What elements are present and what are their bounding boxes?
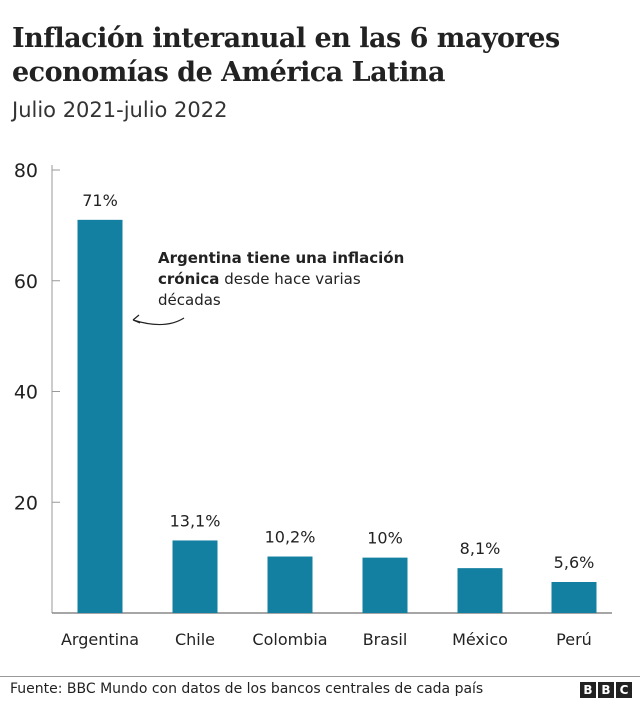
footer-divider bbox=[0, 676, 640, 677]
y-tick-label: 80 bbox=[14, 160, 38, 182]
bar-chile bbox=[172, 540, 218, 613]
x-tick-label: Brasil bbox=[363, 630, 408, 649]
x-tick-label: Chile bbox=[175, 630, 215, 649]
bar-argentina bbox=[77, 219, 123, 613]
source-note: Fuente: BBC Mundo con datos de los banco… bbox=[10, 681, 484, 697]
bar-chart: 20 40 60 80 71% Argentina 13,1% Chile 10,2% Colom… bbox=[14, 160, 612, 649]
bar-perú bbox=[551, 581, 597, 613]
x-tick-label: Perú bbox=[556, 630, 592, 649]
data-label: 8,1% bbox=[460, 539, 501, 558]
bar-brasil bbox=[362, 557, 408, 613]
x-tick-label: México bbox=[452, 630, 508, 649]
bar-méxico bbox=[457, 568, 503, 613]
y-tick-label: 40 bbox=[14, 382, 38, 404]
x-tick-label: Argentina bbox=[61, 630, 139, 649]
data-label: 13,1% bbox=[170, 511, 221, 530]
annotation-line-3: décadas bbox=[158, 291, 221, 309]
annotation-arrow-icon bbox=[132, 314, 185, 326]
data-label: 10% bbox=[367, 529, 403, 548]
chart-subtitle: Julio 2021-julio 2022 bbox=[12, 98, 228, 122]
annotation-bold: crónica bbox=[158, 270, 219, 288]
bbc-logo: B B C bbox=[580, 682, 632, 698]
chart-title: Inflación interanual en las 6 mayores ec… bbox=[12, 23, 560, 88]
data-label: 10,2% bbox=[265, 528, 316, 547]
annotation-line-1: Argentina tiene una inflación bbox=[158, 249, 404, 267]
annotation-rest: desde hace varias bbox=[219, 270, 360, 288]
data-label: 71% bbox=[82, 191, 118, 210]
bar-colombia bbox=[267, 556, 313, 613]
y-tick-label: 60 bbox=[14, 271, 38, 293]
x-tick-label: Colombia bbox=[252, 630, 327, 649]
annotation-line-2: crónica desde hace varias bbox=[158, 270, 361, 288]
y-tick-label: 20 bbox=[14, 492, 38, 514]
logo-letter: C bbox=[616, 682, 632, 698]
data-label: 5,6% bbox=[554, 553, 595, 572]
logo-letter: B bbox=[580, 682, 596, 698]
logo-letter: B bbox=[598, 682, 614, 698]
